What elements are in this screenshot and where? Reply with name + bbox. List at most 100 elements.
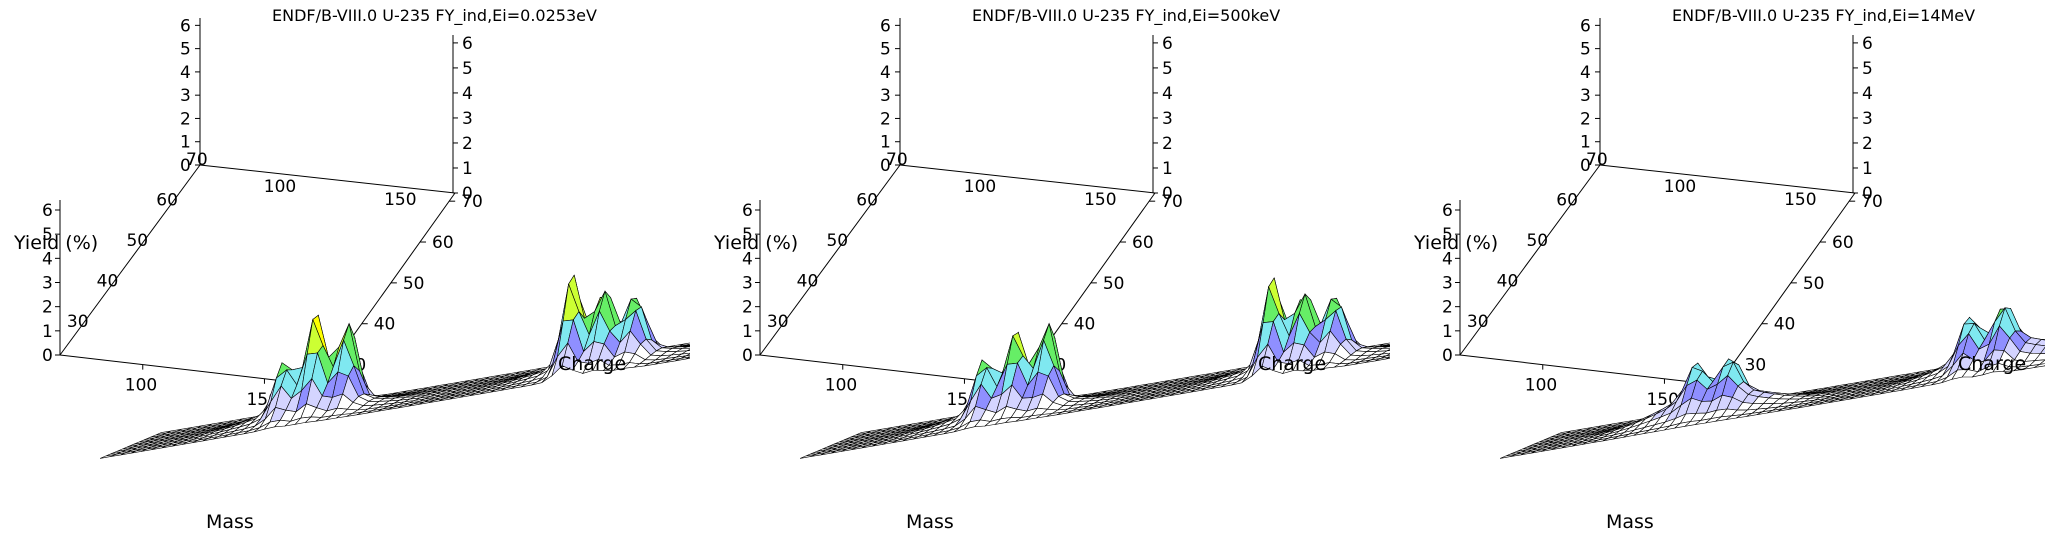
- charge-tick-label: 60: [1132, 233, 1154, 253]
- z-tick-label-back: 6: [880, 16, 891, 36]
- plot-body: 0001112223334445556663030404050506060707…: [742, 16, 1390, 459]
- surface-cell: [2033, 363, 2045, 368]
- charge-tick-label-left: 70: [1586, 150, 1608, 170]
- z-tick-label-front: 3: [42, 274, 53, 294]
- back-floor-edge: [199, 164, 456, 194]
- z-tick-label-front: 2: [42, 298, 53, 318]
- z-tick-label-back: 0: [180, 156, 191, 176]
- z-tick-label-right: 4: [462, 84, 473, 104]
- z-tick-label-back: 5: [180, 40, 191, 60]
- back-floor-edge: [899, 164, 1156, 194]
- z-tick-label-front: 1: [742, 322, 753, 342]
- charge-tick-label-left: 30: [767, 312, 789, 332]
- z-tick-label-front: 0: [742, 346, 753, 366]
- z-tick-label-back: 3: [880, 86, 891, 106]
- z-tick-label-right: 6: [1862, 34, 1873, 54]
- mass-axis: [1459, 354, 1719, 386]
- charge-tick-label-left: 40: [97, 271, 119, 291]
- z-tick-label-back: 3: [180, 86, 191, 106]
- surface-cell: [2038, 359, 2045, 365]
- mass-tick-label: 100: [125, 376, 157, 396]
- z-tick-label-front: 5: [742, 225, 753, 245]
- charge-tick-label-left: 40: [797, 271, 819, 291]
- z-tick-label-back: 6: [180, 16, 191, 36]
- z-tick-label-back: 5: [1580, 40, 1591, 60]
- z-tick-label-back: 6: [1580, 16, 1591, 36]
- y-axis-title: Charge: [1258, 353, 1326, 375]
- mass-tick-label-back: 100: [1664, 177, 1696, 197]
- z-tick-label-right: 1: [462, 159, 473, 179]
- z-tick-label-back: 4: [1580, 63, 1591, 83]
- surface-plot-14mev: 0 0 0 1 1 1 2 2 2 3 3 3 4 4 4 5 5 5 6 6 6 30 30 40 40 50 50 60 60 70 7…: [1413, 6, 2045, 533]
- charge-tick-label: 40: [1774, 315, 1796, 335]
- mass-tick-label-back: 150: [384, 190, 416, 210]
- z-axis-title: Yield (%): [1413, 232, 1498, 254]
- z-tick-label-back: 5: [880, 40, 891, 60]
- charge-tick-label: 70: [1161, 192, 1183, 212]
- z-tick-label-right: 3: [1862, 109, 1873, 129]
- z-tick-label-back: 1: [880, 133, 891, 153]
- z-tick-label-right: 2: [1862, 134, 1873, 154]
- z-tick-label-right: 4: [1162, 84, 1173, 104]
- z-tick-label-front: 4: [742, 249, 753, 269]
- mass-tick-label-back: 150: [1784, 190, 1816, 210]
- mass-tick-label: 100: [1525, 376, 1557, 396]
- z-tick-label-right: 1: [1862, 159, 1873, 179]
- surface-plot-thermal: 0001112223334445556663030404050506060707…: [13, 6, 690, 533]
- charge-tick-label: 30: [1745, 356, 1767, 376]
- z-tick-label-right: 5: [1862, 59, 1873, 79]
- z-tick-label-front: 1: [42, 322, 53, 342]
- z-tick-label-back: 0: [880, 156, 891, 176]
- plot-title: ENDF/B-VIII.0 U-235 FY_ind,Ei=500keV: [972, 6, 1280, 26]
- z-tick-label-right: 5: [462, 59, 473, 79]
- left-floor-edge: [1459, 164, 1601, 356]
- charge-tick-label: 70: [1861, 192, 1883, 212]
- z-tick-label-right: 4: [1862, 84, 1873, 104]
- charge-tick-label: 50: [1103, 274, 1125, 294]
- z-tick-label-back: 4: [880, 63, 891, 83]
- left-floor-edge: [59, 164, 201, 356]
- z-tick-label-front: 1: [1442, 322, 1453, 342]
- charge-tick-label: 50: [1803, 274, 1825, 294]
- z-tick-label-front: 2: [1442, 298, 1453, 318]
- z-tick-label-front: 5: [42, 225, 53, 245]
- x-axis-title: Mass: [206, 511, 254, 533]
- z-tick-label-front: 0: [1442, 346, 1453, 366]
- surface-plot-500kev: 0001112223334445556663030404050506060707…: [713, 6, 1390, 533]
- z-axis-title: Yield (%): [713, 232, 798, 254]
- z-tick-label-right: 2: [462, 134, 473, 154]
- plot-body: 0001112223334445556663030404050506060707…: [1442, 16, 2045, 459]
- z-tick-label-right: 0: [1162, 184, 1173, 204]
- charge-tick-label: 50: [403, 274, 425, 294]
- z-tick-label-back: 2: [180, 109, 191, 129]
- surface-mesh: [799, 277, 1390, 459]
- charge-tick-label: 70: [461, 192, 483, 212]
- z-tick-label-back: 4: [180, 63, 191, 83]
- charge-tick-label-left: 60: [856, 191, 878, 211]
- z-tick-label-back: 1: [180, 133, 191, 153]
- charge-tick-label-left: 70: [886, 150, 908, 170]
- z-tick-label-back: 3: [1580, 86, 1591, 106]
- y-axis-title: Charge: [558, 353, 626, 375]
- back-floor-edge: [1599, 164, 1856, 194]
- z-tick-label-front: 4: [1442, 249, 1453, 269]
- charge-tick-label-left: 70: [186, 150, 208, 170]
- charge-tick-label-left: 50: [1526, 231, 1548, 251]
- z-tick-label-right: 6: [462, 34, 473, 54]
- z-tick-label-right: 3: [1162, 109, 1173, 129]
- z-tick-label-front: 3: [742, 274, 753, 294]
- surface-cell: [2039, 346, 2045, 354]
- z-tick-label-front: 6: [1442, 201, 1453, 221]
- charge-tick-label: 40: [374, 315, 396, 335]
- surface-cell: [1375, 356, 1390, 362]
- z-tick-label-front: 4: [42, 249, 53, 269]
- charge-tick-label-left: 60: [156, 191, 178, 211]
- z-tick-label-right: 3: [462, 109, 473, 129]
- plot-title: ENDF/B-VIII.0 U-235 FY_ind,Ei=0.0253eV: [272, 6, 597, 26]
- z-tick-label-right: 6: [1162, 34, 1173, 54]
- charge-tick-label-left: 30: [1467, 312, 1489, 332]
- surface-cell: [685, 356, 690, 360]
- z-tick-label-back: 0: [1580, 156, 1591, 176]
- z-tick-label-front: 3: [1442, 274, 1453, 294]
